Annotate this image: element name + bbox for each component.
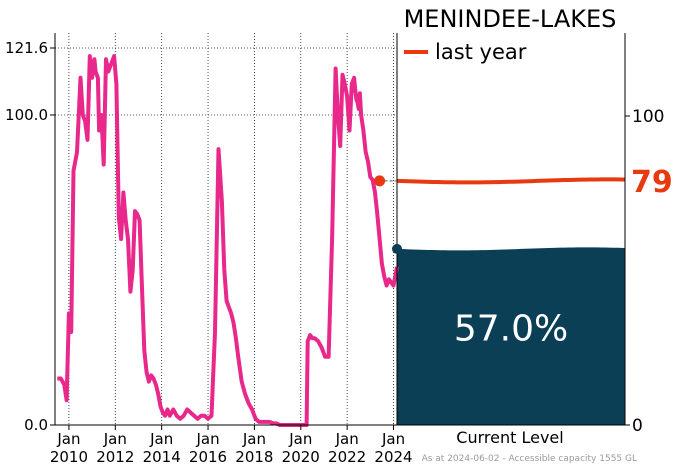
x-tick-label-month: Jan: [149, 430, 173, 448]
x-tick-label-year: 2022: [328, 448, 366, 466]
grid-lines: [55, 33, 397, 425]
x-tick-label-year: 2024: [374, 448, 412, 466]
last-year-level-line: [396, 177, 626, 185]
y-tick-label: 121.6: [5, 39, 48, 57]
x-tick-label-month: Jan: [335, 430, 359, 448]
last-year-value-label: 79: [631, 165, 673, 200]
x-tick-label-month: Jan: [103, 430, 127, 448]
x-tick-label-month: Jan: [195, 430, 219, 448]
x-tick-label-year: 2010: [50, 448, 88, 466]
right-y-tick-label: 0: [632, 416, 643, 436]
x-tick-label-year: 2020: [282, 448, 320, 466]
x-tick-label-year: 2012: [96, 448, 134, 466]
x-tick-label-year: 2016: [189, 448, 227, 466]
last-year-marker: [374, 175, 386, 187]
y-tick-label: 100.0: [5, 106, 48, 124]
x-tick-label-year: 2018: [235, 448, 273, 466]
footnote: As at 2024-06-02 - Accessible capacity 1…: [422, 454, 637, 464]
current-level-caption: Current Level: [456, 428, 563, 447]
axes: Jan2010Jan2012Jan2014Jan2016Jan2018Jan20…: [5, 33, 664, 466]
y-tick-label: 0.0: [24, 416, 48, 434]
x-tick-label-year: 2014: [143, 448, 181, 466]
current-level-marker: [392, 243, 402, 254]
legend: last year: [404, 40, 527, 64]
chart-title: MENINDEE-LAKES: [404, 5, 617, 33]
level-series-line: [57, 54, 399, 427]
current-level-percent-label: 57.0%: [454, 308, 568, 349]
x-tick-label-month: Jan: [242, 430, 266, 448]
current-level-panel: 57.0% 79: [396, 165, 673, 425]
legend-label-last-year: last year: [435, 40, 527, 64]
markers: [374, 175, 402, 254]
level-series: [57, 54, 399, 427]
x-tick-label-month: Jan: [288, 430, 312, 448]
current-level-wave: [397, 247, 625, 252]
x-tick-label-month: Jan: [381, 430, 405, 448]
x-tick-label-month: Jan: [56, 430, 80, 448]
right-y-tick-label: 100: [632, 107, 664, 127]
current-level-fill: [397, 250, 625, 425]
